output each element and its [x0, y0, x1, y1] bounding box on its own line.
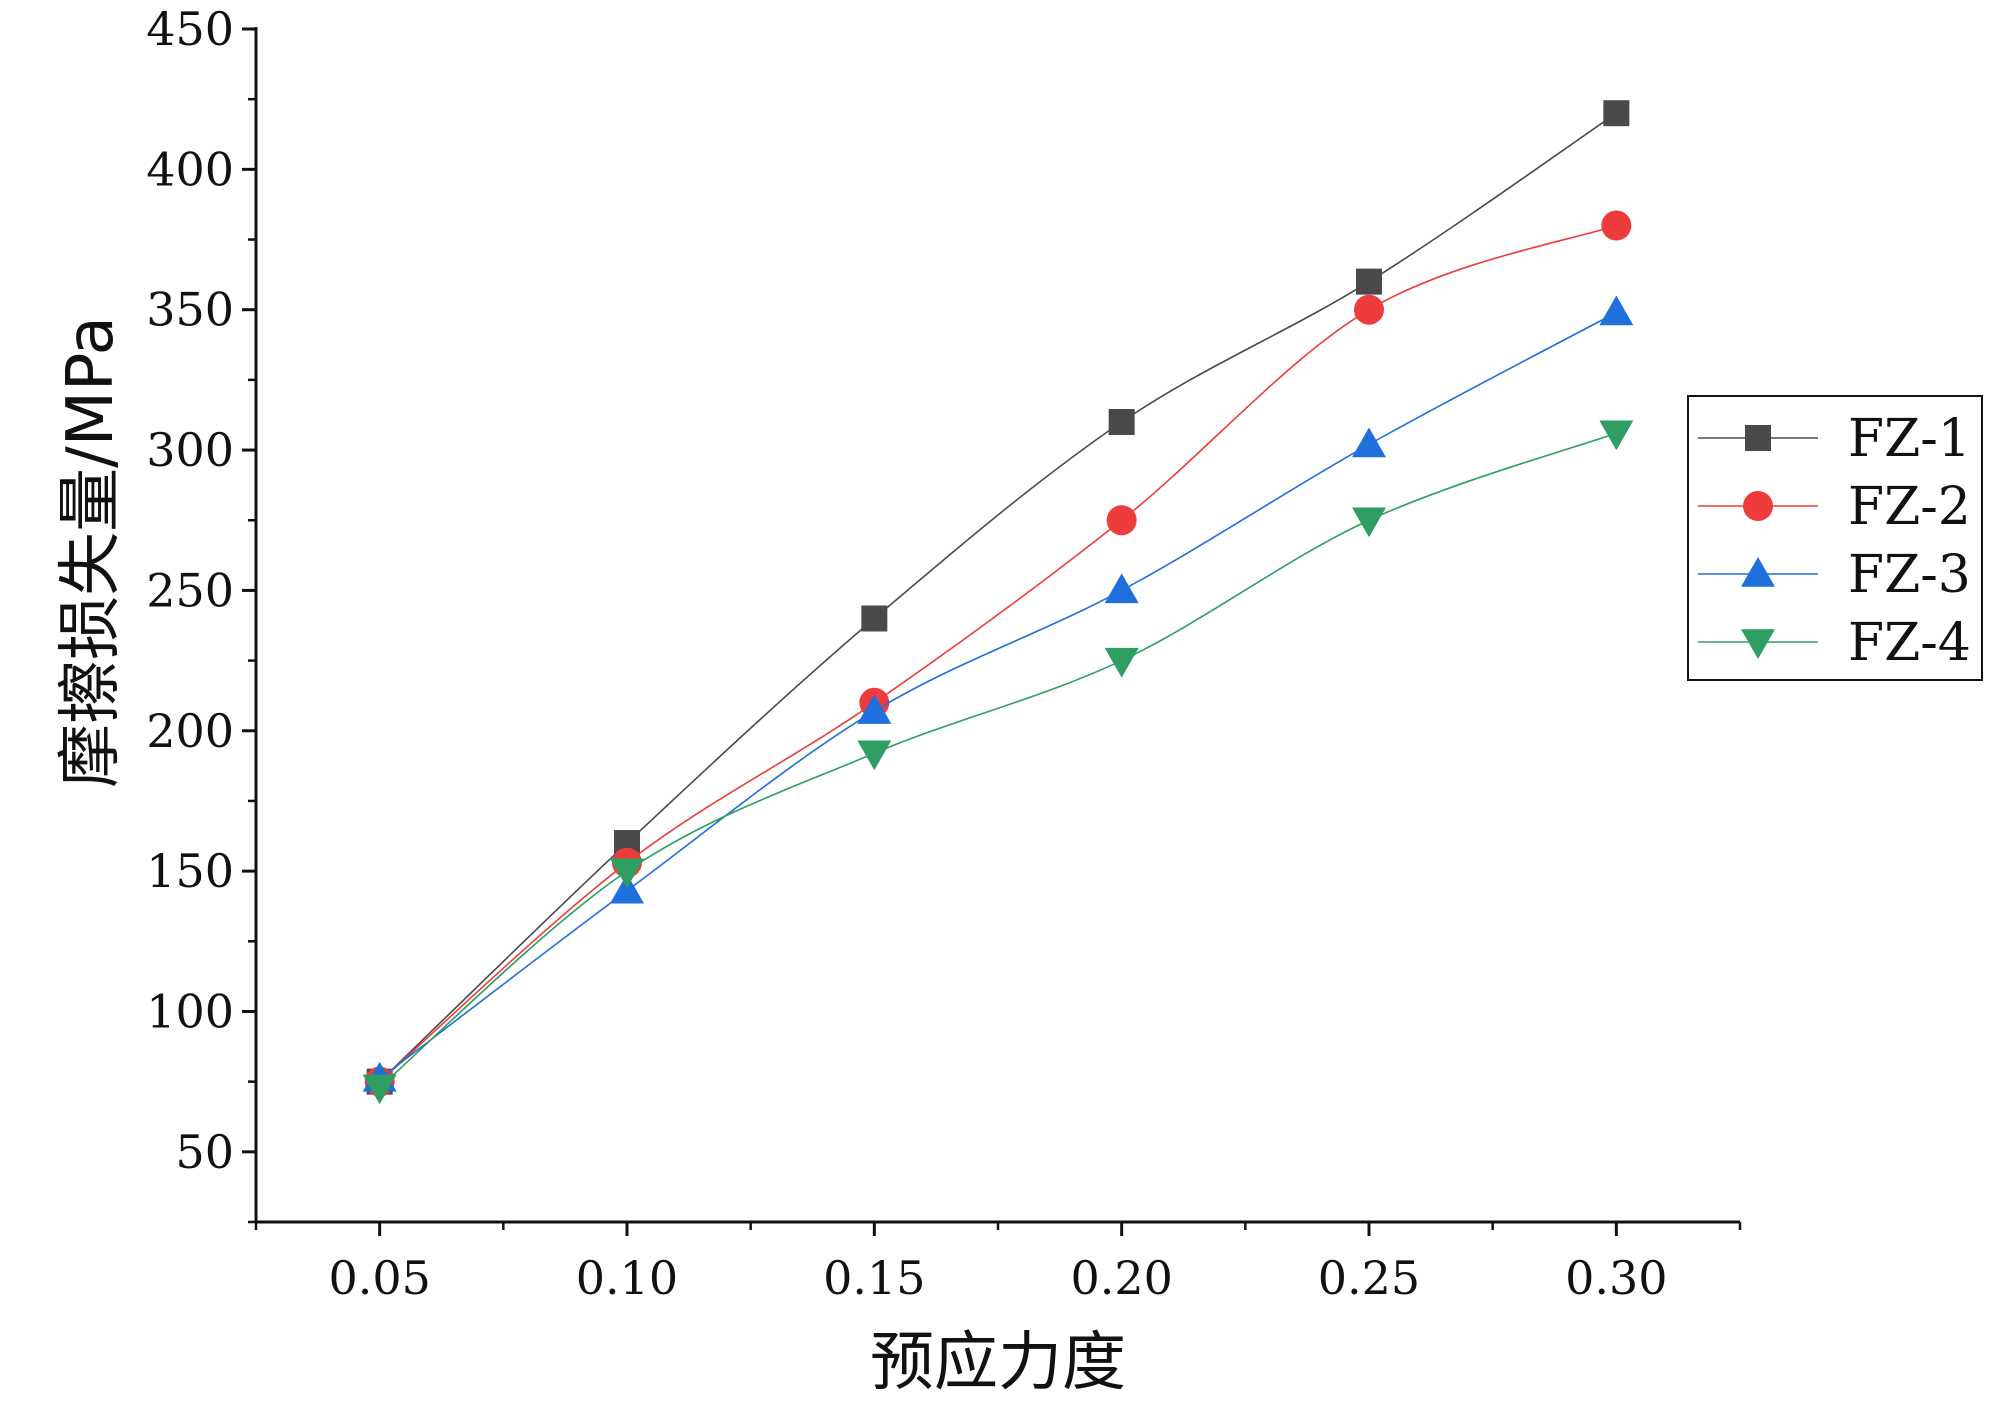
data-point — [610, 858, 644, 889]
y-tick-label: 250 — [146, 563, 234, 617]
series-FZ-4 — [362, 420, 1634, 1105]
data-point — [1108, 408, 1135, 435]
legend-label: FZ-3 — [1848, 545, 1971, 605]
y-tick-label: 50 — [175, 1125, 234, 1179]
legend-label: FZ-1 — [1848, 409, 1971, 469]
x-tick-label: 0.30 — [1565, 1251, 1667, 1305]
x-tick-label: 0.25 — [1318, 1251, 1420, 1305]
series-line — [379, 112, 1617, 1083]
y-tick-label: 100 — [146, 984, 234, 1038]
data-point — [1106, 505, 1137, 536]
x-tick-label: 0.10 — [576, 1251, 678, 1305]
legend-marker — [1745, 425, 1771, 451]
legend-item: FZ-3 — [1698, 545, 1971, 605]
data-point — [1354, 294, 1384, 325]
data-point — [857, 694, 892, 724]
series-FZ-2 — [364, 210, 1632, 1097]
data-point — [1603, 100, 1630, 127]
series-line — [379, 311, 1617, 1080]
data-point — [1601, 210, 1632, 241]
y-tick-label: 300 — [146, 423, 234, 477]
data-point — [1599, 420, 1634, 451]
legend-label: FZ-2 — [1848, 477, 1971, 537]
legend-item: FZ-2 — [1698, 477, 1971, 537]
data-point — [1104, 573, 1139, 604]
axes: 50 100 150 200 250 300 350 400 450 0.05 0.10 0.15 0.… — [146, 2, 1742, 1305]
legend-item: FZ-4 — [1698, 613, 1971, 673]
data-point — [362, 1074, 397, 1105]
series-layer — [362, 100, 1634, 1105]
legend: FZ-1 FZ-2 FZ-3 FZ-4 — [1687, 395, 1983, 681]
y-tick-label: 200 — [146, 704, 234, 758]
data-point — [610, 873, 644, 904]
legend-item: FZ-1 — [1698, 409, 1971, 469]
legend-marker — [1743, 491, 1773, 521]
data-point — [1356, 268, 1382, 295]
data-point — [1599, 295, 1634, 326]
y-tick-label: 450 — [146, 2, 234, 56]
x-tick-label: 0.20 — [1070, 1251, 1172, 1305]
legend-box — [1687, 395, 1983, 681]
series-line — [379, 224, 1617, 1083]
data-point — [861, 605, 888, 632]
y-axis-title: 摩擦损失量/MPa — [54, 316, 128, 788]
x-tick-label: 0.15 — [823, 1251, 925, 1305]
data-point — [857, 740, 892, 771]
series-line — [379, 432, 1617, 1088]
y-tick-label: 400 — [146, 142, 234, 196]
y-tick-label: 350 — [146, 283, 234, 337]
legend-marker — [1741, 557, 1775, 587]
series-FZ-1 — [366, 100, 1630, 1095]
x-axis-title: 预应力度 — [870, 1326, 1126, 1400]
data-point — [1352, 427, 1386, 458]
series-FZ-3 — [362, 295, 1634, 1092]
x-tick-label: 0.05 — [328, 1251, 430, 1305]
legend-marker — [1741, 629, 1775, 659]
data-point — [1352, 507, 1386, 538]
y-tick-label: 150 — [146, 844, 234, 898]
legend-label: FZ-4 — [1848, 613, 1971, 673]
data-point — [1104, 647, 1139, 678]
